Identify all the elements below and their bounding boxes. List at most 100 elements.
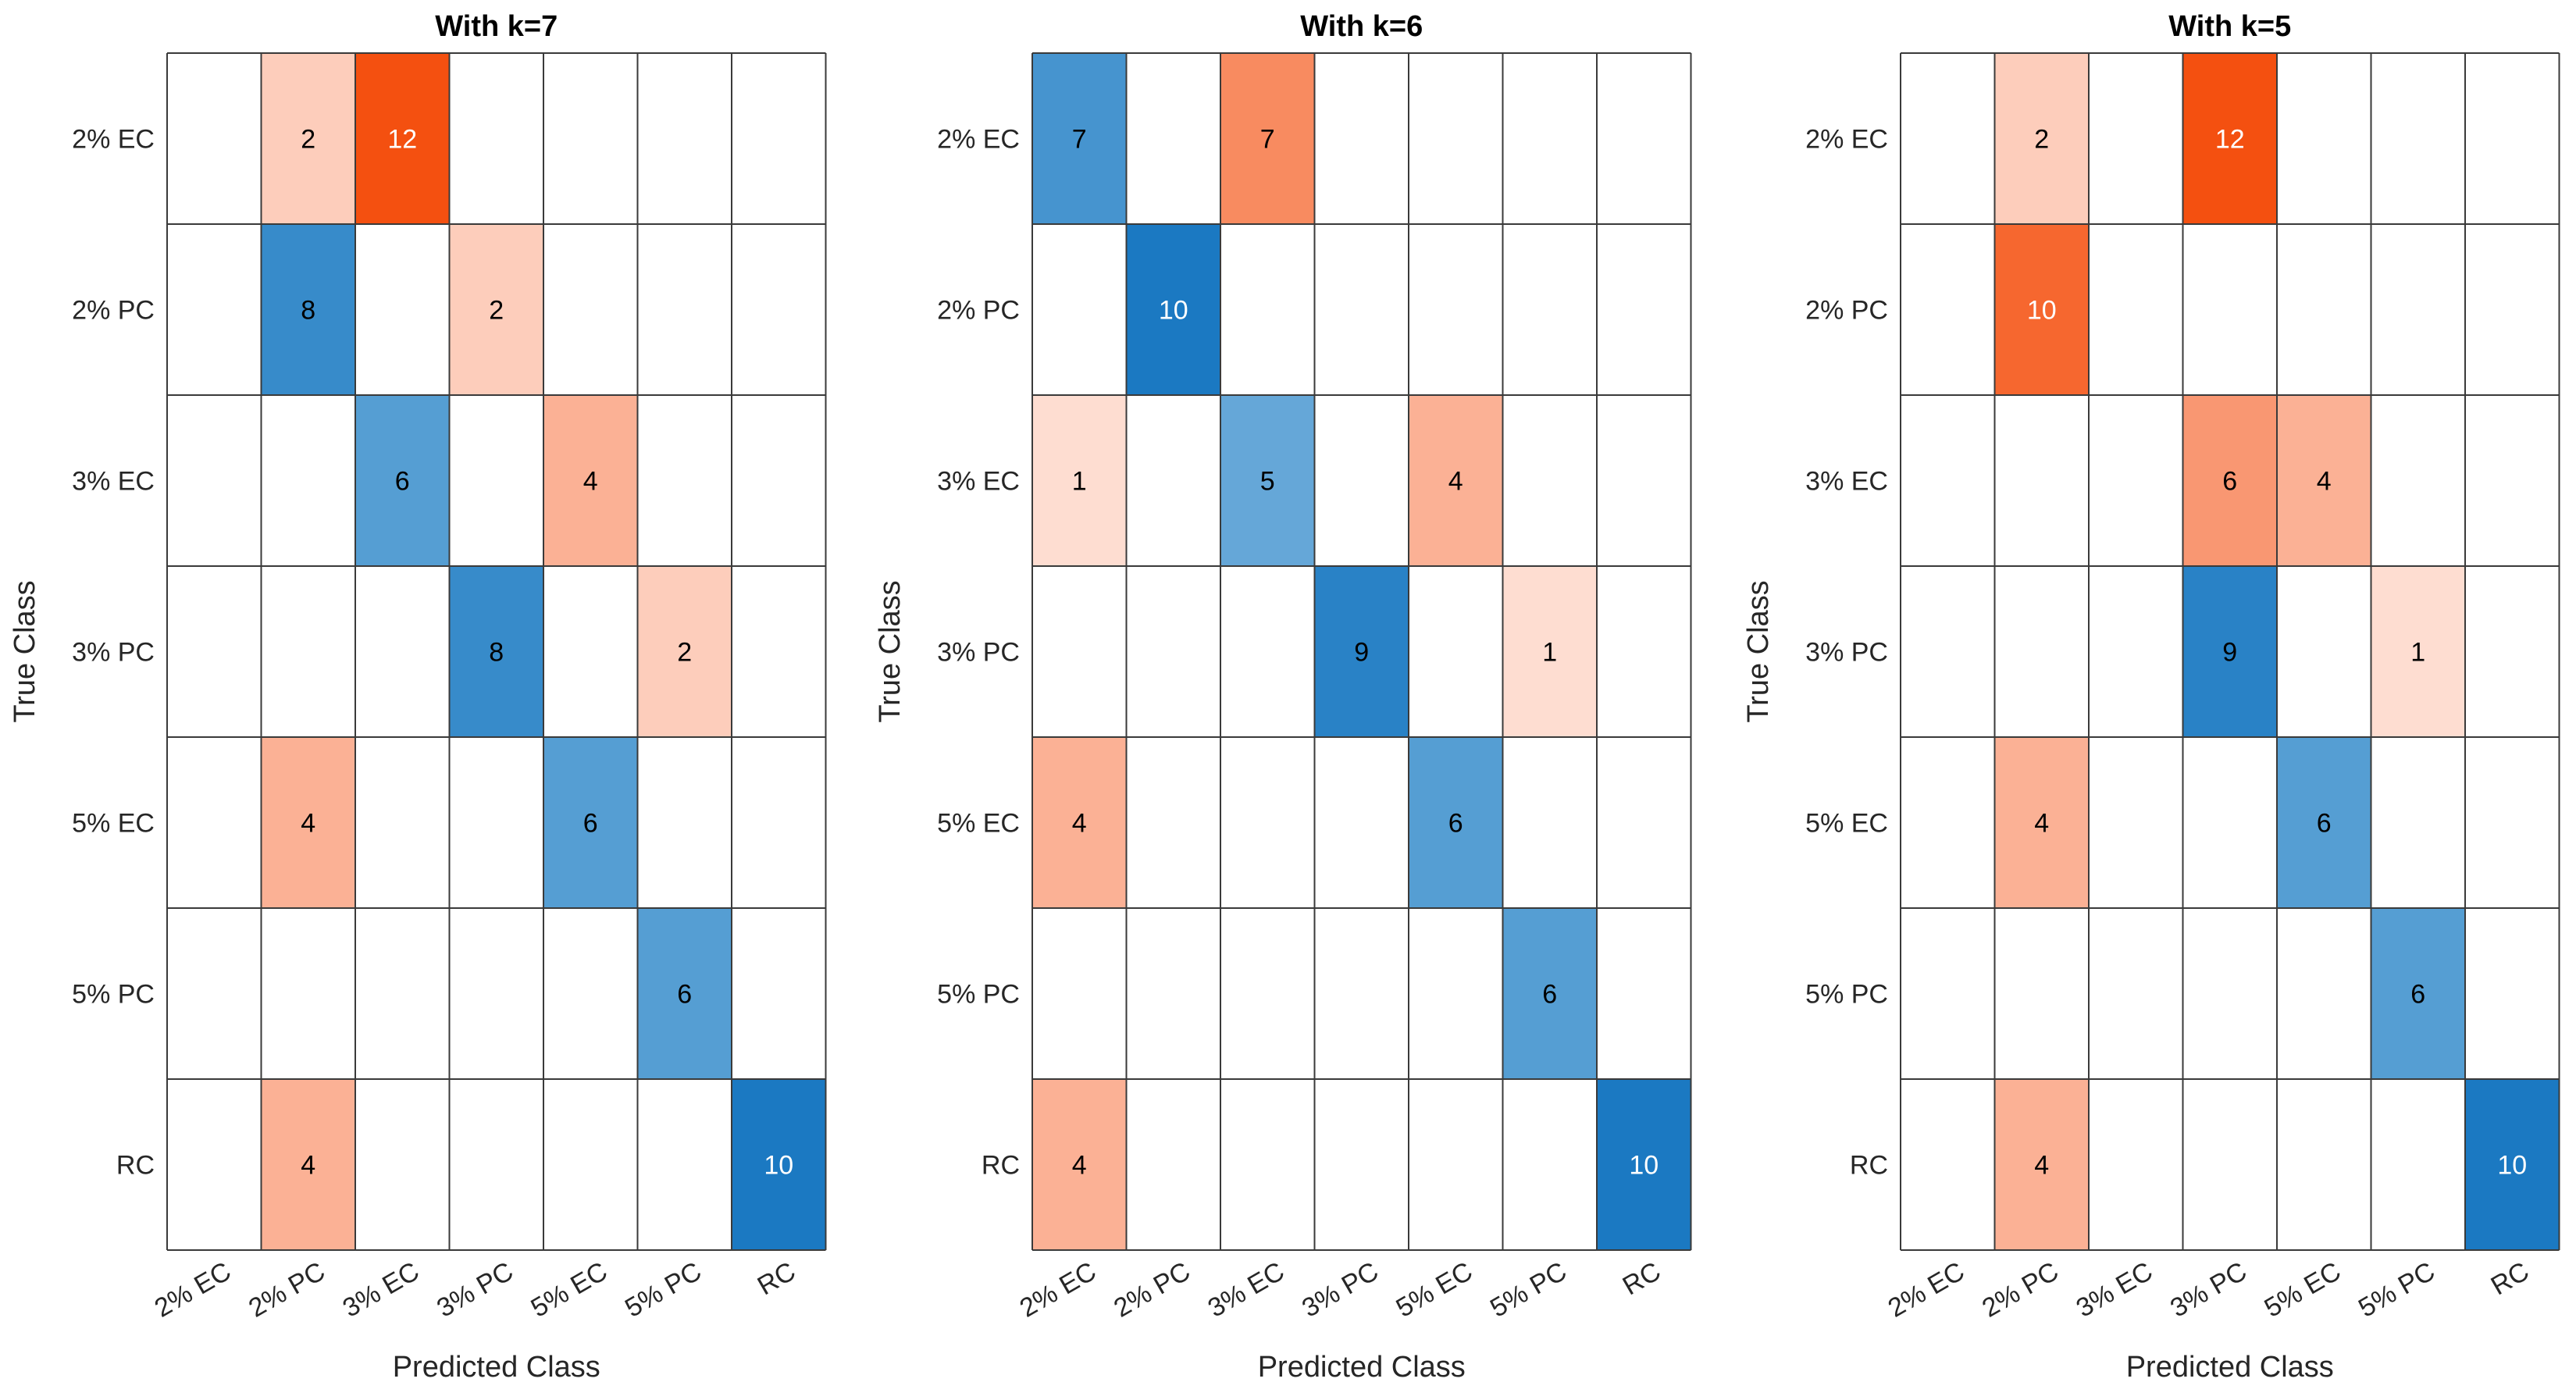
y-tick-label: 2% EC (937, 125, 1020, 155)
y-axis-label: True Class (874, 580, 907, 722)
cell-value: 6 (583, 809, 598, 839)
cell-value: 6 (395, 467, 410, 497)
cell-value: 10 (1629, 1151, 1659, 1181)
cell-value: 7 (1072, 125, 1087, 155)
cell-value: 2 (489, 296, 504, 326)
cell-value: 12 (387, 125, 417, 155)
x-tick-label: RC (2486, 1256, 2535, 1301)
x-tick-label: 3% PC (1297, 1256, 1384, 1323)
x-axis-label: Predicted Class (1258, 1351, 1466, 1384)
cell (2465, 1079, 2560, 1250)
y-tick-label: 3% PC (937, 638, 1020, 668)
x-tick-label: 3% PC (432, 1256, 518, 1323)
cell-value: 4 (2317, 467, 2332, 497)
cell-value: 6 (2222, 467, 2237, 497)
y-tick-label: 5% EC (72, 809, 155, 839)
x-tick-label: 3% PC (2165, 1256, 2252, 1323)
cell (2182, 53, 2277, 224)
cell-value: 6 (1448, 809, 1463, 839)
cell (1994, 224, 2089, 395)
cell (355, 53, 450, 224)
cell (1409, 395, 1503, 566)
cell-value: 4 (301, 1151, 315, 1181)
cell (637, 908, 732, 1079)
cell-value: 5 (1260, 467, 1275, 497)
cell (2371, 908, 2465, 1079)
cell-value: 4 (2034, 809, 2049, 839)
y-tick-label: 3% PC (1805, 638, 1888, 668)
cell (1597, 1079, 1691, 1250)
cell (261, 53, 355, 224)
x-tick-label: 5% PC (1485, 1256, 1572, 1323)
cell (1220, 395, 1315, 566)
cell-value: 1 (2410, 638, 2425, 668)
cell (637, 566, 732, 737)
cell-value: 2 (677, 638, 692, 668)
cell (543, 737, 638, 908)
chart-title: With k=6 (1300, 10, 1423, 43)
y-tick-label: RC (1850, 1151, 1888, 1181)
cell (1994, 737, 2089, 908)
cell (1032, 737, 1127, 908)
cell-value: 7 (1260, 125, 1275, 155)
cell (355, 395, 450, 566)
cell-value: 2 (301, 125, 315, 155)
cell (1502, 908, 1597, 1079)
cell-value: 10 (764, 1151, 793, 1181)
cell-value: 4 (1072, 1151, 1087, 1181)
cell (1126, 224, 1220, 395)
cell-value: 1 (1072, 467, 1087, 497)
y-tick-label: 5% PC (72, 980, 155, 1010)
x-tick-label: 2% EC (1883, 1256, 1970, 1323)
cell (2277, 737, 2371, 908)
cell (1994, 1079, 2089, 1250)
cell-value: 4 (1448, 467, 1463, 497)
x-tick-label: 5% PC (2353, 1256, 2440, 1323)
cell (449, 566, 543, 737)
cell (543, 395, 638, 566)
cell-value: 6 (677, 980, 692, 1010)
cell-value: 4 (1072, 809, 1087, 839)
y-tick-label: 5% PC (937, 980, 1020, 1010)
cell (2182, 566, 2277, 737)
cell (1032, 53, 1127, 224)
cell-value: 12 (2215, 125, 2245, 155)
cell (261, 1079, 355, 1250)
cell (1994, 53, 2089, 224)
cell-value: 6 (1542, 980, 1557, 1010)
y-tick-label: 2% PC (1805, 296, 1888, 326)
cell (2182, 395, 2277, 566)
y-tick-label: 3% EC (1805, 467, 1888, 497)
cell (1032, 1079, 1127, 1250)
cell-value: 4 (301, 809, 315, 839)
cell (2277, 395, 2371, 566)
y-tick-label: 5% PC (1805, 980, 1888, 1010)
cell-value: 10 (2027, 296, 2057, 326)
y-tick-label: RC (116, 1151, 155, 1181)
y-tick-label: RC (982, 1151, 1020, 1181)
x-axis-label: Predicted Class (393, 1351, 600, 1384)
cell (261, 737, 355, 908)
y-axis-label: True Class (1742, 580, 1775, 722)
cell-value: 8 (489, 638, 504, 668)
y-tick-label: 2% PC (937, 296, 1020, 326)
y-tick-label: 2% EC (1805, 125, 1888, 155)
y-tick-label: 3% EC (72, 467, 155, 497)
cell-value: 9 (1354, 638, 1369, 668)
y-tick-label: 5% EC (937, 809, 1020, 839)
y-tick-label: 3% EC (937, 467, 1020, 497)
cell (2371, 566, 2465, 737)
x-tick-label: 3% EC (1203, 1256, 1290, 1323)
x-tick-label: RC (1618, 1256, 1666, 1301)
x-tick-label: RC (753, 1256, 801, 1301)
cell (1220, 53, 1315, 224)
x-axis-label: Predicted Class (2126, 1351, 2334, 1384)
cell-value: 8 (301, 296, 315, 326)
x-tick-label: 2% EC (150, 1256, 237, 1323)
cell-value: 1 (1542, 638, 1557, 668)
cell (1032, 395, 1127, 566)
x-tick-label: 2% PC (1977, 1256, 2064, 1323)
